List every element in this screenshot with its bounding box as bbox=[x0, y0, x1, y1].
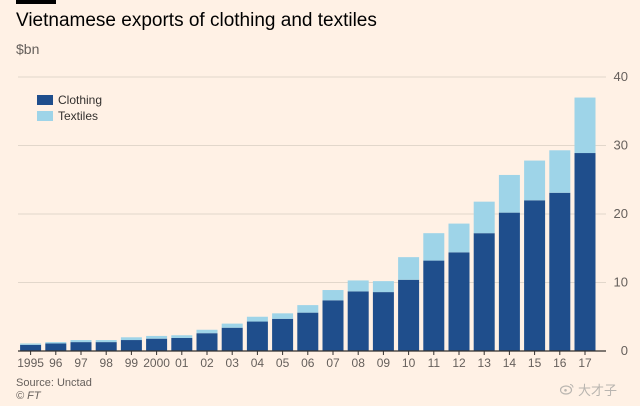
bar-textiles bbox=[246, 316, 268, 322]
weibo-icon bbox=[559, 383, 574, 398]
x-tick-label: 15 bbox=[528, 356, 542, 370]
bar-clothing bbox=[246, 321, 268, 351]
bar-clothing bbox=[146, 338, 168, 351]
watermark: 大才子 bbox=[559, 380, 618, 399]
bar-clothing bbox=[171, 337, 193, 351]
x-tick-label: 99 bbox=[125, 356, 139, 370]
bar-clothing bbox=[347, 291, 369, 351]
bar-textiles bbox=[574, 97, 596, 154]
bar-clothing bbox=[423, 260, 445, 351]
x-tick-label: 09 bbox=[377, 356, 391, 370]
x-tick-label: 98 bbox=[100, 356, 114, 370]
legend-swatch-clothing bbox=[37, 95, 53, 105]
x-tick-label: 01 bbox=[175, 356, 189, 370]
bar-clothing bbox=[70, 342, 92, 351]
bar-textiles bbox=[146, 335, 168, 339]
x-tick-label: 2000 bbox=[143, 356, 170, 370]
bar-textiles bbox=[272, 313, 294, 319]
source-note: Source: Unctad bbox=[16, 377, 92, 389]
top-rule bbox=[16, 0, 56, 4]
bar-textiles bbox=[524, 160, 546, 201]
x-tick-label: 10 bbox=[402, 356, 416, 370]
bar-textiles bbox=[398, 257, 420, 280]
x-tick-label: 97 bbox=[74, 356, 88, 370]
bar-textiles bbox=[448, 223, 470, 253]
ft-credit: © FT bbox=[16, 390, 41, 402]
x-tick-label: 05 bbox=[276, 356, 290, 370]
bar-clothing bbox=[498, 212, 520, 351]
legend: Clothing Textiles bbox=[37, 93, 102, 123]
x-tick-label: 11 bbox=[428, 356, 441, 370]
bar-clothing bbox=[272, 318, 294, 351]
x-tick-label: 16 bbox=[553, 356, 567, 370]
bar-clothing bbox=[524, 200, 546, 351]
bar-clothing bbox=[549, 192, 571, 351]
bar-clothing bbox=[45, 343, 67, 351]
y-tick-label: 40 bbox=[614, 69, 628, 84]
y-tick-label: 10 bbox=[614, 275, 628, 290]
axis-layer: 0 10 20 30 40 1995 96 97 98 99 2000 01 02 03 04 05 06 07 0… bbox=[17, 69, 628, 370]
bar-clothing bbox=[20, 344, 42, 351]
legend-label-clothing: Clothing bbox=[58, 93, 102, 107]
x-tick-label: 04 bbox=[251, 356, 265, 370]
chart-title: Vietnamese exports of clothing and texti… bbox=[16, 10, 377, 31]
x-tick-label: 07 bbox=[326, 356, 340, 370]
bar-textiles bbox=[498, 174, 520, 213]
bar-textiles bbox=[95, 340, 117, 343]
bar-textiles bbox=[322, 290, 344, 301]
bar-clothing bbox=[120, 340, 142, 351]
x-tick-label: 06 bbox=[301, 356, 315, 370]
bar-clothing bbox=[448, 252, 470, 351]
bar-textiles bbox=[196, 329, 218, 334]
bar-textiles bbox=[473, 201, 495, 234]
bar-clothing bbox=[398, 279, 420, 351]
bar-textiles bbox=[372, 281, 394, 293]
x-tick-label: 03 bbox=[226, 356, 240, 370]
legend-label-textiles: Textiles bbox=[58, 109, 98, 123]
y-tick-label: 30 bbox=[614, 138, 628, 153]
bar-clothing bbox=[196, 333, 218, 351]
x-tick-label: 13 bbox=[478, 356, 492, 370]
bar-clothing bbox=[95, 342, 117, 351]
unit-label: $bn bbox=[16, 41, 40, 57]
bar-textiles bbox=[171, 335, 193, 338]
bar-textiles bbox=[549, 150, 571, 193]
bar-textiles bbox=[20, 343, 42, 345]
bar-clothing bbox=[372, 292, 394, 351]
bar-textiles bbox=[70, 340, 92, 343]
bar-textiles bbox=[45, 342, 67, 344]
x-tick-label: 12 bbox=[452, 356, 466, 370]
bar-textiles bbox=[347, 280, 369, 292]
bar-clothing bbox=[322, 300, 344, 351]
bar-clothing bbox=[297, 312, 319, 351]
bar-textiles bbox=[120, 337, 142, 341]
bar-textiles bbox=[297, 305, 319, 313]
watermark-text: 大才子 bbox=[578, 383, 618, 398]
x-tick-label: 96 bbox=[49, 356, 63, 370]
x-tick-label: 17 bbox=[578, 356, 592, 370]
bar-textiles bbox=[221, 323, 243, 328]
x-tick-label: 08 bbox=[352, 356, 366, 370]
x-tick-label: 1995 bbox=[17, 356, 44, 370]
bar-layer bbox=[20, 97, 596, 351]
x-tick-label: 02 bbox=[200, 356, 214, 370]
bar-clothing bbox=[221, 327, 243, 351]
bar-clothing bbox=[574, 153, 596, 351]
y-tick-label: 20 bbox=[614, 206, 628, 221]
x-tick-label: 14 bbox=[503, 356, 517, 370]
legend-swatch-textiles bbox=[37, 111, 53, 121]
bar-clothing bbox=[473, 233, 495, 351]
y-tick-label: 0 bbox=[621, 343, 628, 358]
bar-textiles bbox=[423, 233, 445, 261]
